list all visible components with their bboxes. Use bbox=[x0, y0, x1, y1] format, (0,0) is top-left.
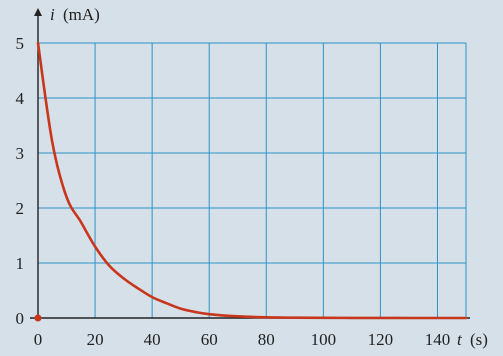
axes bbox=[30, 8, 470, 319]
x-tick-label: 100 bbox=[311, 330, 337, 349]
series-line bbox=[36, 41, 468, 320]
y-axis-arrow bbox=[34, 8, 42, 16]
y-tick-label: 0 bbox=[16, 309, 25, 328]
y-tick-label: 4 bbox=[16, 89, 25, 108]
x-axis-unit: (s) bbox=[470, 330, 488, 349]
x-axis-variable: t bbox=[457, 330, 463, 349]
origin-marker bbox=[34, 314, 42, 322]
x-tick-label: 80 bbox=[258, 330, 275, 349]
y-tick-label: 3 bbox=[16, 144, 25, 163]
y-tick-labels: 0 1 2 3 4 5 bbox=[16, 34, 25, 328]
y-axis-unit: (mA) bbox=[63, 5, 100, 24]
y-axis-label: i (mA) bbox=[50, 5, 100, 24]
y-tick-label: 2 bbox=[16, 199, 25, 218]
x-tick-label: 120 bbox=[368, 330, 394, 349]
x-tick-label: 140 bbox=[425, 330, 451, 349]
x-tick-label: 60 bbox=[201, 330, 218, 349]
y-tick-label: 1 bbox=[16, 254, 25, 273]
y-tick-label: 5 bbox=[16, 34, 25, 53]
x-axis-label: t (s) bbox=[457, 330, 488, 349]
x-tick-label: 0 bbox=[34, 330, 43, 349]
x-tick-label: 40 bbox=[144, 330, 161, 349]
grid-lines bbox=[38, 42, 467, 318]
y-axis-variable: i bbox=[50, 5, 55, 24]
x-tick-label: 20 bbox=[87, 330, 104, 349]
x-tick-labels: 0 20 40 60 80 100 120 140 bbox=[34, 330, 450, 349]
